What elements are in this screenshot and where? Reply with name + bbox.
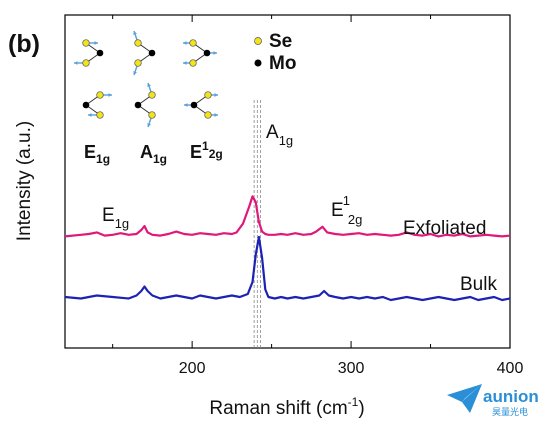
x-axis-title-sup: -1 [348,395,359,409]
se-atom [134,59,142,67]
plot-frame [64,14,511,349]
se-atom [148,91,156,99]
logo-text: aunion [483,387,539,406]
mode-label: E12g [190,139,223,162]
series-label-bulk: Bulk [460,274,497,295]
peak-annotation: E1 2g [331,193,362,227]
mo-atom [82,101,90,109]
se-atom [148,111,156,119]
se-atom [189,39,197,47]
series-group [64,195,511,302]
legend-mo-marker [254,59,262,67]
x-tick-label: 200 [179,360,206,377]
se-atom [134,39,142,47]
peak-annotation: E1g [102,205,129,231]
legend-se-marker [254,37,262,45]
reference-lines [253,100,261,348]
legend-mo-label: Mo [269,53,296,74]
series-line-bulk [64,235,511,302]
x-axis-title-end: ) [358,398,364,419]
series-labels: Exfoliated Bulk [403,218,497,295]
mo-atom [190,101,198,109]
x-tick-label: 300 [338,360,365,377]
mo-atom [148,49,156,57]
se-atom [96,91,104,99]
x-tick-label: 400 [497,360,524,377]
panel-label: (b) [8,30,40,58]
se-atom [189,59,197,67]
series-line-exfoliated [64,195,511,238]
peak-annotations: E1g A1g E1 2g [102,122,362,231]
legend-se-label: Se [269,31,292,52]
logo-subtext: 昊量光电 [492,406,528,418]
mode-label: A1g [140,142,167,166]
x-axis-title: Raman shift (cm-1) [209,395,364,419]
mo-atom [134,101,142,109]
se-atom [82,59,90,67]
se-atom [96,111,104,119]
mo-atom [203,49,211,57]
y-axis-title: Intensity (a.u.) [14,121,35,241]
mo-atom [96,49,104,57]
se-atom [204,111,212,119]
series-label-exfoliated: Exfoliated [403,218,486,239]
mode-label: E1g [84,142,110,166]
x-axis: 200 300 400 [112,15,524,377]
x-axis-title-main: Raman shift (cm [209,398,347,419]
aunion-logo: aunion 昊量光电 [447,384,539,418]
peak-annotation: A1g [266,122,293,148]
se-atom [204,91,212,99]
se-atom [82,39,90,47]
